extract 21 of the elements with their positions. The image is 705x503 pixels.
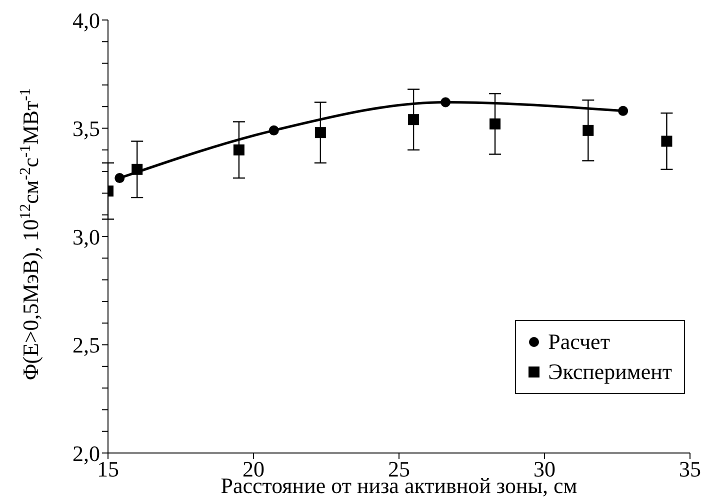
legend-label: Эксперимент (548, 358, 672, 386)
point (314, 127, 326, 138)
point (582, 124, 594, 136)
y-tick-label: 3,5 (72, 116, 100, 142)
y-tick-label: 4,0 (72, 8, 100, 33)
point (440, 97, 451, 108)
legend-label: Расчет (548, 328, 610, 356)
y-tick-label: 2,5 (72, 332, 100, 358)
point (268, 125, 279, 136)
y-tick-label: 3,0 (72, 224, 100, 250)
point (490, 118, 501, 130)
point (233, 144, 244, 156)
x-tick-label: 35 (679, 456, 701, 482)
point (114, 173, 125, 184)
x-tick-label: 25 (388, 456, 410, 482)
point (618, 106, 628, 116)
point (132, 164, 143, 175)
point (408, 114, 420, 126)
point (661, 136, 672, 147)
y-tick-label: 2,0 (72, 440, 100, 466)
x-tick-label: 30 (534, 456, 556, 482)
